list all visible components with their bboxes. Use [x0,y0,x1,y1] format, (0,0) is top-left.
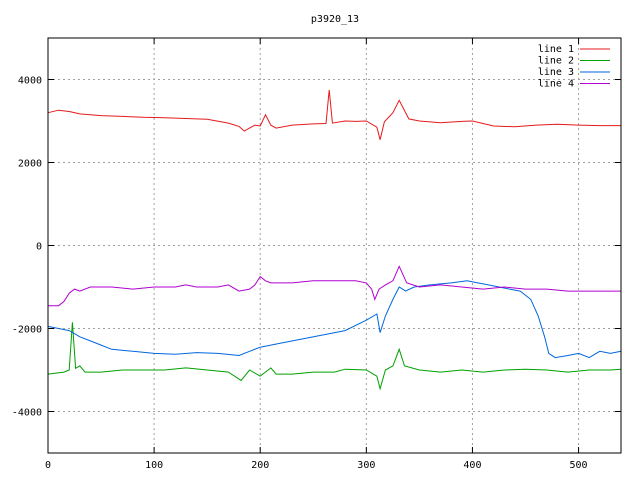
series-line-3 [47,280,622,359]
x-tick-label: 200 [251,460,269,471]
y-tick-label: -2000 [12,325,42,336]
x-tick-label: 0 [45,460,51,471]
y-tick-label: 0 [36,242,42,253]
legend-label-2: line 2 [538,56,574,67]
series-line-2 [47,322,622,391]
legend-label-3: line 3 [538,67,574,78]
axis-ticks: 0 100 200 300 400 500 -4000 -2000 0 2000 4000 [12,38,621,471]
x-tick-label: 400 [463,460,481,471]
x-tick-label: 100 [145,460,163,471]
chart-title: p3920_13 [311,14,359,25]
legend-label-1: line 1 [538,44,574,55]
y-tick-label: 2000 [18,159,42,170]
grid [48,38,621,453]
x-tick-label: 500 [570,460,588,471]
y-tick-label: 4000 [18,76,42,87]
series-line-4 [48,265,621,307]
series-layer [47,89,622,391]
series-line-1 [47,89,621,140]
legend-label-4: line 4 [538,79,574,90]
x-tick-label: 300 [357,460,375,471]
y-tick-label: -4000 [12,408,42,419]
